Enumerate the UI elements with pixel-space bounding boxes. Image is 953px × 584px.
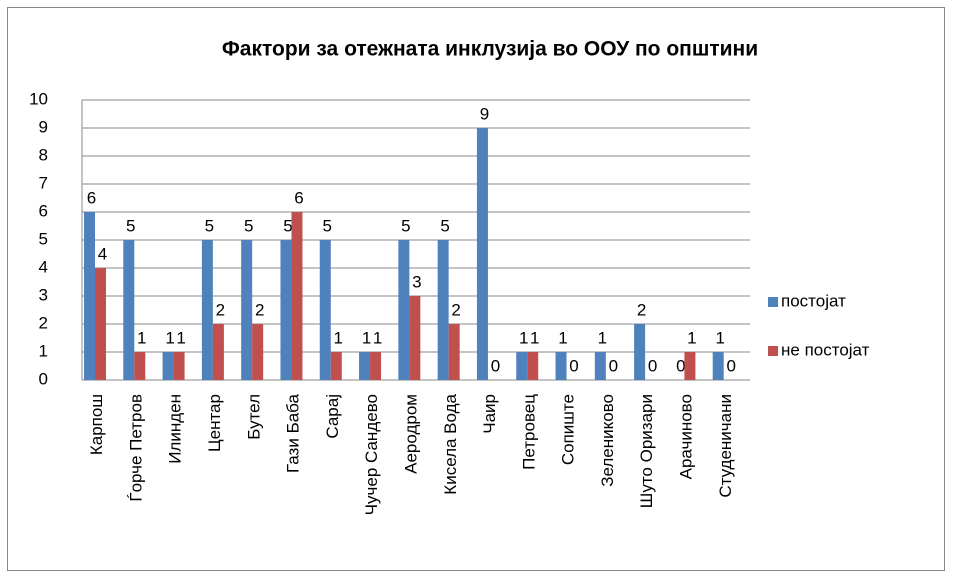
data-label: 2 xyxy=(637,300,646,319)
bar xyxy=(594,352,606,380)
x-tick-label: Центар xyxy=(205,394,224,452)
data-label: 1 xyxy=(687,328,696,347)
bar xyxy=(555,352,567,380)
bar xyxy=(241,240,253,380)
bar xyxy=(252,324,264,380)
x-tick-label: Аеродром xyxy=(401,394,420,474)
bar xyxy=(173,352,185,380)
legend-swatch xyxy=(768,297,778,307)
data-label: 1 xyxy=(715,328,724,347)
x-tick-label: Зелениково xyxy=(598,394,617,487)
legend-label: постојат xyxy=(781,291,846,310)
y-tick-label: 4 xyxy=(39,257,48,276)
data-label: 1 xyxy=(362,328,371,347)
y-tick-label: 9 xyxy=(39,117,48,136)
legend-label: не постојат xyxy=(781,340,870,359)
x-tick-label: Студеничани xyxy=(716,394,735,498)
y-tick-label: 0 xyxy=(39,369,48,388)
x-tick-label: Карпош xyxy=(87,394,106,455)
data-label: 5 xyxy=(401,216,410,235)
y-tick-label: 5 xyxy=(39,229,48,248)
bar xyxy=(330,352,342,380)
x-tick-label: Бутел xyxy=(244,394,263,440)
data-label: 5 xyxy=(323,216,332,235)
data-label: 5 xyxy=(283,216,292,235)
bar xyxy=(370,352,382,380)
y-tick-label: 6 xyxy=(39,201,48,220)
y-tick-label: 7 xyxy=(39,173,48,192)
bar xyxy=(291,212,303,380)
data-label: 1 xyxy=(373,328,382,347)
bar xyxy=(95,268,106,380)
bar xyxy=(634,324,646,380)
x-tick-label: Чаир xyxy=(480,394,499,434)
x-tick-label: Сопиште xyxy=(559,394,578,465)
data-label: 5 xyxy=(440,216,449,235)
data-label: 2 xyxy=(451,300,460,319)
data-label: 5 xyxy=(126,216,135,235)
data-label: 0 xyxy=(609,356,618,375)
x-tick-label: Шуто Оризари xyxy=(637,394,656,508)
bar xyxy=(516,352,528,380)
bar xyxy=(712,352,724,380)
data-label: 6 xyxy=(87,188,96,207)
bar xyxy=(123,240,135,380)
bar xyxy=(134,352,146,380)
data-label: 1 xyxy=(137,328,146,347)
data-label: 0 xyxy=(569,356,578,375)
bar xyxy=(476,128,488,380)
data-label: 3 xyxy=(412,272,421,291)
y-tick-label: 10 xyxy=(29,89,48,108)
data-label: 1 xyxy=(598,328,607,347)
y-tick-label: 2 xyxy=(39,313,48,332)
data-label: 2 xyxy=(216,300,225,319)
data-label: 1 xyxy=(176,328,185,347)
bar xyxy=(319,240,331,380)
data-label: 1 xyxy=(530,328,539,347)
x-tick-label: Кисела Вода xyxy=(441,393,460,494)
bar xyxy=(409,296,421,380)
y-tick-label: 8 xyxy=(39,145,48,164)
x-tick-label: Арачиново xyxy=(677,394,696,479)
y-tick-label: 1 xyxy=(39,341,48,360)
bar xyxy=(359,352,371,380)
data-label: 1 xyxy=(519,328,528,347)
bar xyxy=(437,240,449,380)
x-tick-label: Петровец xyxy=(519,394,538,470)
x-tick-label: Илинден xyxy=(166,394,185,464)
bar xyxy=(398,240,410,380)
bar xyxy=(448,324,460,380)
x-tick-label: Чучер Сандево xyxy=(362,394,381,515)
data-label: 0 xyxy=(491,356,500,375)
data-label: 5 xyxy=(244,216,253,235)
x-tick-label: Сарај xyxy=(323,394,342,439)
bar xyxy=(201,240,213,380)
bar xyxy=(84,212,95,380)
data-label: 9 xyxy=(480,104,489,123)
data-label: 2 xyxy=(255,300,264,319)
bar xyxy=(684,352,696,380)
x-tick-label: Ѓорче Петров xyxy=(126,394,145,502)
data-label: 0 xyxy=(648,356,657,375)
data-label: 5 xyxy=(205,216,214,235)
chart-title: Фактори за отежната инклузија во ООУ по … xyxy=(222,38,758,61)
data-label: 4 xyxy=(98,244,107,263)
y-tick-label: 3 xyxy=(39,285,48,304)
bar xyxy=(212,324,224,380)
data-label: 1 xyxy=(558,328,567,347)
bar xyxy=(280,240,292,380)
data-label: 1 xyxy=(334,328,343,347)
chart-frame xyxy=(7,7,945,571)
bar xyxy=(527,352,539,380)
data-label: 0 xyxy=(676,356,685,375)
legend-swatch xyxy=(768,346,778,356)
data-label: 1 xyxy=(165,328,174,347)
x-tick-label: Гази Баба xyxy=(284,393,303,472)
bar xyxy=(162,352,174,380)
data-label: 0 xyxy=(726,356,735,375)
data-label: 6 xyxy=(294,188,303,207)
